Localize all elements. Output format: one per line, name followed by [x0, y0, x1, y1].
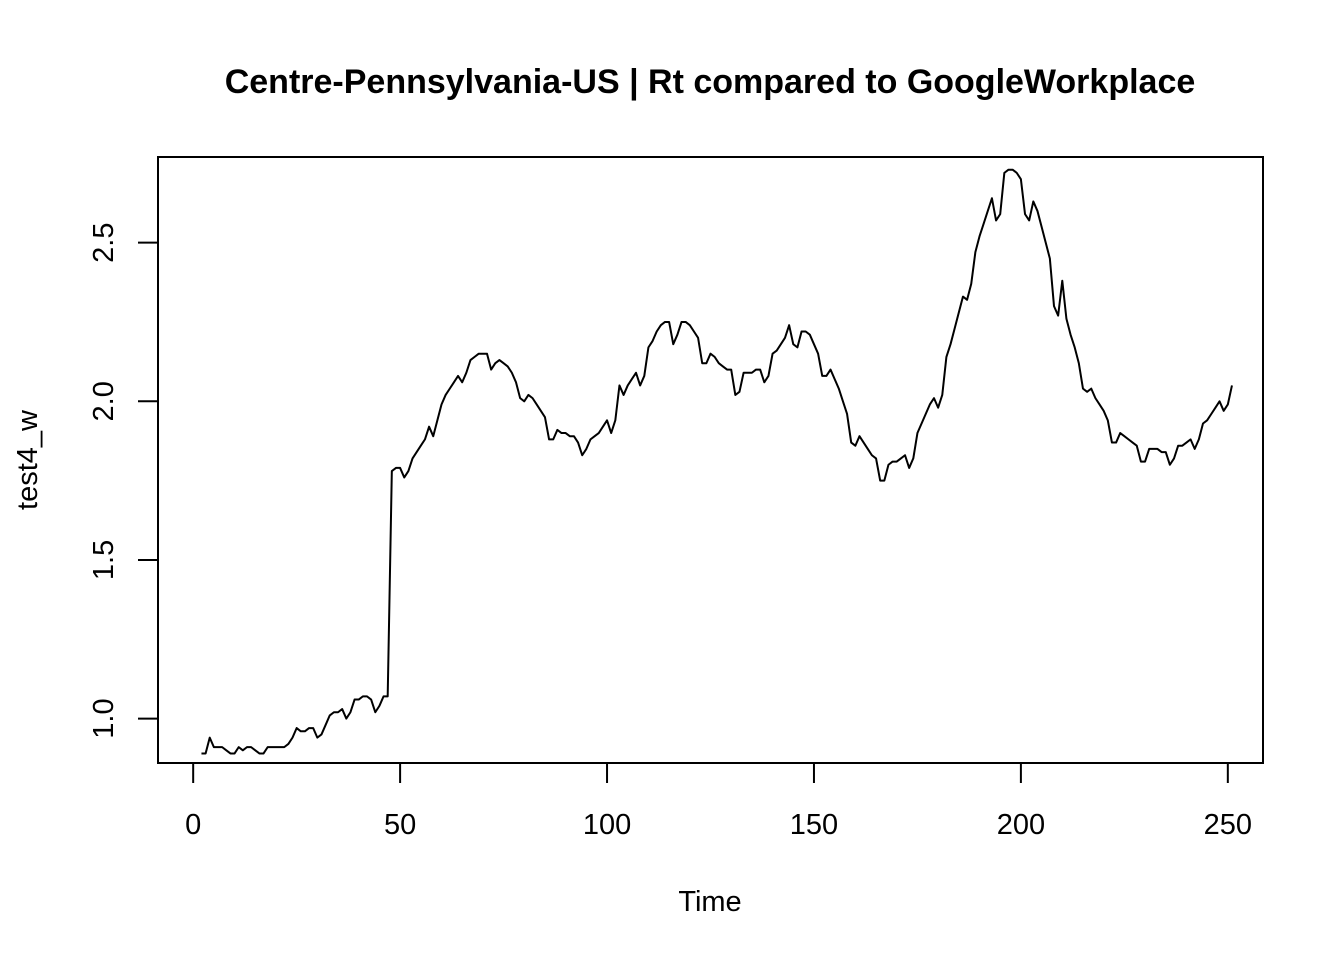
chart-title: Centre-Pennsylvania-US | Rt compared to … — [225, 63, 1196, 101]
x-tick-label: 50 — [384, 809, 416, 841]
x-tick-label: 150 — [790, 809, 838, 841]
x-tick-label: 250 — [1204, 809, 1252, 841]
y-tick-label: 1.5 — [88, 540, 120, 580]
x-tick-label: 200 — [997, 809, 1045, 841]
x-tick-label: 100 — [583, 809, 631, 841]
plot-frame — [157, 156, 1264, 764]
y-tick-label: 1.0 — [88, 698, 120, 738]
y-axis-label: test4_w — [12, 409, 44, 510]
y-axis: 1.0 1.5 2.0 2.5 — [88, 223, 159, 739]
y-tick-label: 2.5 — [88, 223, 120, 263]
x-axis: 0 50 100 150 200 250 — [185, 762, 1252, 841]
series-line-test4-w — [201, 168, 1233, 755]
x-tick-label: 0 — [185, 809, 201, 841]
x-axis-label: Time — [678, 886, 741, 918]
y-tick-label: 2.0 — [88, 381, 120, 421]
